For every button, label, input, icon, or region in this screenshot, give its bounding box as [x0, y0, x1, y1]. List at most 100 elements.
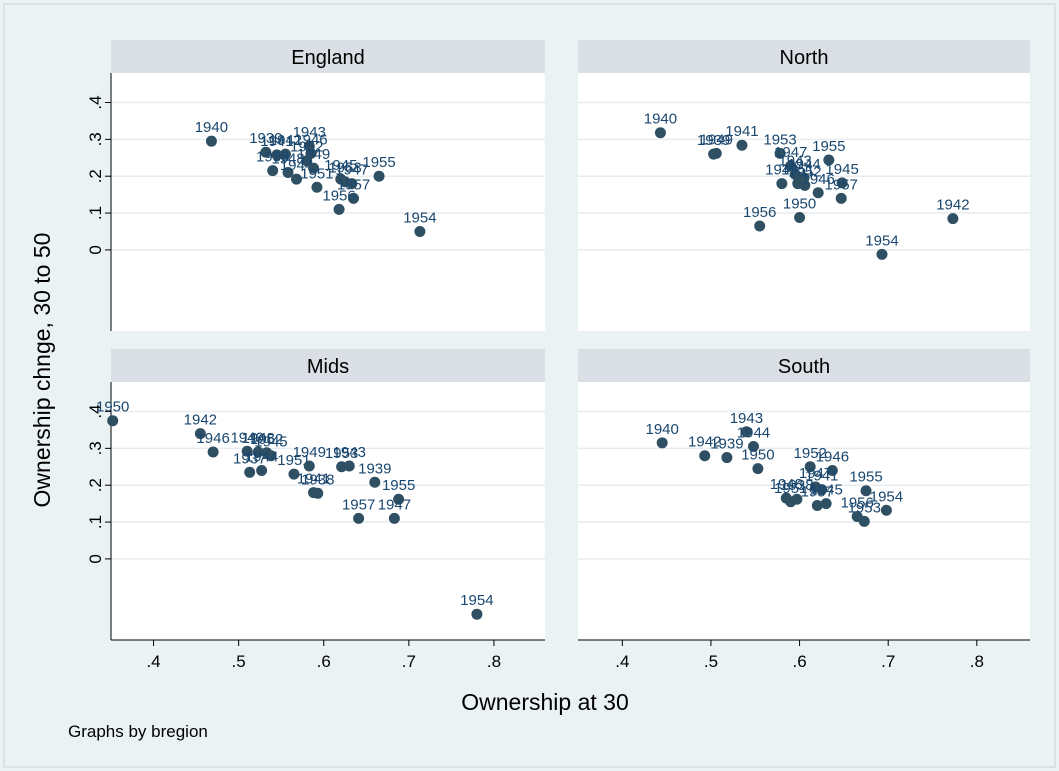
point-label: 1941 — [805, 468, 838, 485]
point-label: 1950 — [783, 195, 816, 212]
point-label: 1955 — [382, 477, 415, 494]
y-tick-label: .3 — [86, 441, 105, 455]
point-label: 1941 — [725, 123, 758, 140]
point-label: 1939 — [249, 130, 282, 147]
point-label: 1950 — [741, 447, 774, 464]
x-tick-label: .8 — [970, 652, 984, 671]
point-label: 1948 — [271, 151, 304, 168]
data-point — [207, 446, 219, 458]
point-label: 1939 — [710, 436, 743, 453]
point-label: 1954 — [460, 592, 493, 609]
point-label: 1942 — [184, 412, 217, 429]
plot-area — [578, 73, 1030, 331]
point-label: 1947 — [774, 144, 807, 161]
point-label: 1943 — [778, 152, 811, 169]
y-tick-label: 0 — [86, 245, 105, 254]
point-label: 1949 — [297, 146, 330, 163]
y-tick-label: 0 — [86, 554, 105, 563]
data-point — [333, 203, 345, 215]
panel-title: South — [778, 356, 830, 378]
point-label: 1951 — [300, 165, 333, 182]
data-point — [876, 248, 888, 260]
point-label: 1946 — [801, 171, 834, 188]
point-label: 1938 — [780, 477, 813, 494]
point-label: 1952 — [788, 163, 821, 180]
x-tick-label: .4 — [146, 652, 160, 671]
panel-strip — [111, 40, 545, 73]
point-label: 1939 — [358, 460, 391, 477]
data-point — [373, 170, 385, 182]
point-label: 1938 — [256, 149, 289, 166]
point-label: 1952 — [794, 445, 827, 462]
point-label: 1946 — [294, 131, 327, 148]
data-point — [752, 463, 764, 475]
data-point — [804, 461, 816, 473]
x-tick-label: .7 — [402, 652, 416, 671]
point-label: 1948 — [242, 430, 275, 447]
y-tick-label: .4 — [86, 404, 105, 418]
data-point — [785, 160, 797, 172]
point-label: 1944 — [787, 156, 820, 173]
data-point — [736, 139, 748, 151]
point-label: 1943 — [333, 444, 366, 461]
data-point — [282, 167, 294, 179]
point-label: 1938 — [301, 471, 334, 488]
panel-title: North — [780, 47, 829, 69]
data-point — [823, 154, 835, 166]
data-point — [835, 192, 847, 204]
data-point — [471, 608, 483, 620]
data-point — [348, 192, 360, 204]
data-point — [252, 446, 264, 458]
point-label: 1944 — [737, 425, 770, 442]
panels-group: England0.1.2.3.4194019391941194219431946… — [86, 40, 1030, 671]
x-tick-label: .5 — [232, 652, 246, 671]
point-label: 1957 — [801, 483, 834, 500]
x-tick-label: .8 — [487, 652, 501, 671]
point-label: 1945 — [809, 482, 842, 499]
panel-strip — [578, 40, 1030, 73]
x-tick-label: .7 — [881, 652, 895, 671]
y-tick-label: .1 — [86, 206, 105, 220]
data-point — [291, 173, 303, 185]
point-label: 1955 — [812, 138, 845, 155]
panel-strip — [578, 349, 1030, 382]
data-point — [710, 147, 722, 159]
point-label: 1957 — [342, 496, 375, 513]
data-point — [244, 466, 256, 478]
point-label: 1957 — [337, 176, 370, 193]
panel-title: Mids — [307, 356, 349, 378]
data-point — [369, 476, 381, 488]
data-point — [388, 512, 400, 524]
point-label: 1951 — [774, 480, 807, 497]
point-label: 1940 — [646, 421, 679, 438]
point-label: 1956 — [743, 204, 776, 221]
data-point — [353, 512, 365, 524]
point-label: 1945 — [324, 157, 357, 174]
point-label: 1953 — [763, 131, 796, 148]
data-point — [811, 499, 823, 511]
point-label: 1941 — [260, 133, 293, 150]
point-label: 1944 — [245, 448, 278, 465]
y-tick-label: .1 — [86, 515, 105, 529]
data-point — [826, 464, 838, 476]
data-point — [393, 493, 405, 505]
point-label: 1949 — [293, 444, 326, 461]
point-label: 1945 — [825, 161, 858, 178]
point-label: 1944 — [280, 157, 313, 174]
point-label: 1942 — [688, 434, 721, 451]
data-point — [271, 149, 283, 161]
x-tick-label: .5 — [704, 652, 718, 671]
outer-frame — [3, 3, 1056, 768]
data-point — [858, 515, 870, 527]
point-label: 1951 — [277, 452, 310, 469]
data-point — [303, 460, 315, 472]
data-point — [816, 484, 828, 496]
x-tick-label: .4 — [615, 652, 629, 671]
point-label: 1949 — [700, 131, 733, 148]
point-label: 1954 — [403, 209, 436, 226]
data-point — [799, 179, 811, 191]
